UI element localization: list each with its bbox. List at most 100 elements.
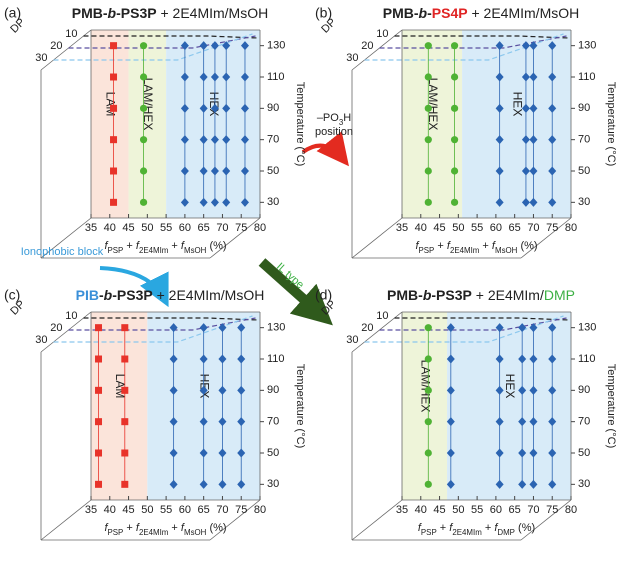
data-point bbox=[199, 385, 208, 395]
data-point bbox=[446, 323, 455, 333]
y-tick-label: 110 bbox=[267, 353, 285, 365]
x-axis-title-part: (%) bbox=[206, 522, 226, 534]
depth-dash bbox=[379, 317, 567, 331]
x-tick-label: 60 bbox=[179, 222, 191, 234]
data-point bbox=[548, 417, 557, 427]
y-tick-label: 90 bbox=[578, 102, 590, 114]
data-point bbox=[222, 135, 231, 145]
panel-title-part: b bbox=[423, 287, 432, 303]
frame-line bbox=[351, 499, 403, 541]
data-point bbox=[548, 448, 557, 458]
data-point bbox=[518, 448, 527, 458]
data-point bbox=[199, 197, 208, 207]
x-axis-title-part: DMP bbox=[497, 528, 515, 537]
data-point bbox=[529, 135, 538, 145]
data-point bbox=[495, 135, 504, 145]
phase-region bbox=[447, 312, 571, 500]
data-point bbox=[121, 386, 129, 394]
x-axis-title-part: PSP bbox=[108, 246, 124, 255]
data-point bbox=[424, 355, 432, 363]
data-point bbox=[446, 417, 455, 427]
x-tick-label: 35 bbox=[85, 222, 97, 234]
x-axis-title-part: f bbox=[136, 240, 140, 252]
data-point bbox=[518, 354, 527, 364]
data-point bbox=[240, 103, 249, 113]
depth-tick-label: 20 bbox=[50, 40, 62, 52]
annotation-part: Ionophobic block bbox=[21, 246, 104, 258]
y-axis-title: Temperature (°C) bbox=[294, 364, 306, 448]
data-point bbox=[222, 103, 231, 113]
panel-title: PMB-b-PS3P + 2E4MIm/DMP bbox=[387, 287, 575, 303]
data-point bbox=[110, 42, 118, 50]
depth-tick-label: 10 bbox=[65, 28, 77, 40]
x-axis-title-part: (%) bbox=[206, 240, 226, 252]
phase-region bbox=[402, 312, 448, 500]
x-axis-title-part: + bbox=[437, 522, 450, 534]
data-point bbox=[199, 72, 208, 82]
data-point bbox=[121, 480, 129, 488]
data-point bbox=[95, 418, 103, 426]
x-axis-title-part: 2E4MIm bbox=[450, 246, 480, 255]
region-label: LAM/HEX bbox=[426, 78, 440, 131]
data-point bbox=[495, 385, 504, 395]
data-point bbox=[548, 197, 557, 207]
depth-tick-label: 30 bbox=[35, 334, 47, 346]
x-tick-label: 70 bbox=[527, 222, 539, 234]
data-point bbox=[218, 323, 227, 333]
y-tick-label: 90 bbox=[267, 102, 279, 114]
data-point bbox=[529, 103, 538, 113]
panel-label: (b) bbox=[315, 5, 332, 21]
y-tick-label: 50 bbox=[267, 447, 279, 459]
data-point bbox=[495, 417, 504, 427]
x-tick-label: 60 bbox=[490, 504, 502, 516]
data-point bbox=[240, 197, 249, 207]
frame-line bbox=[520, 217, 572, 259]
data-point bbox=[424, 104, 432, 112]
y-tick-label: 70 bbox=[267, 134, 279, 146]
region-label: LAM/HEX bbox=[418, 360, 432, 413]
data-point bbox=[110, 198, 118, 206]
data-point bbox=[210, 72, 219, 82]
panel-title: PMB-b-PS3P + 2E4MIm/MsOH bbox=[72, 5, 268, 21]
data-point bbox=[529, 166, 538, 176]
y-tick-label: 30 bbox=[578, 478, 590, 490]
y-tick-label: 30 bbox=[267, 478, 279, 490]
panel-title-part: + 2E4MIm/MsOH bbox=[468, 5, 580, 21]
depth-tick-label: 30 bbox=[346, 52, 358, 64]
x-axis-title-part: MsOH bbox=[184, 246, 207, 255]
data-point bbox=[110, 167, 118, 175]
data-point bbox=[218, 385, 227, 395]
panel: (a) PMB-b-PS3P + 2E4MIm/MsOH LAM LAM/HEX HEX… bbox=[4, 5, 306, 259]
x-tick-label: 75 bbox=[235, 504, 247, 516]
depth-dash bbox=[68, 35, 256, 49]
data-point bbox=[237, 323, 246, 333]
data-point bbox=[450, 42, 459, 50]
x-axis-title-part: f bbox=[415, 240, 419, 252]
data-point bbox=[218, 354, 227, 364]
x-axis-title-part: + bbox=[482, 522, 495, 534]
data-point bbox=[521, 103, 530, 113]
region-label: HEX bbox=[197, 374, 211, 399]
data-point bbox=[548, 135, 557, 145]
y-tick-label: 30 bbox=[267, 196, 279, 208]
x-tick-label: 80 bbox=[254, 504, 266, 516]
x-tick-label: 45 bbox=[122, 222, 134, 234]
x-tick-label: 35 bbox=[396, 222, 408, 234]
data-point bbox=[180, 72, 189, 82]
depth-tick-label: 10 bbox=[65, 310, 77, 322]
data-point bbox=[548, 479, 557, 489]
x-tick-label: 40 bbox=[104, 222, 116, 234]
data-point bbox=[237, 417, 246, 427]
data-point bbox=[169, 479, 178, 489]
data-point bbox=[180, 166, 189, 176]
panel-label: (d) bbox=[315, 287, 332, 303]
data-point bbox=[237, 354, 246, 364]
x-axis-title-part: f bbox=[136, 522, 140, 534]
data-point bbox=[548, 41, 557, 51]
data-point bbox=[529, 72, 538, 82]
data-point bbox=[180, 103, 189, 113]
y-tick-label: 30 bbox=[578, 196, 590, 208]
depth-tick-label: 10 bbox=[376, 310, 388, 322]
panel-title-part: b bbox=[104, 287, 113, 303]
